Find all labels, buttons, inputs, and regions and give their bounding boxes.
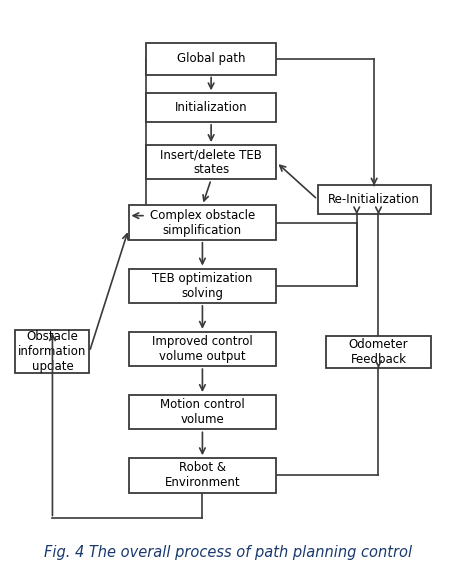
- FancyBboxPatch shape: [318, 185, 430, 214]
- FancyBboxPatch shape: [16, 331, 90, 373]
- Text: Re-Initialization: Re-Initialization: [328, 193, 420, 206]
- Text: Initialization: Initialization: [175, 101, 247, 114]
- Text: TEB optimization
solving: TEB optimization solving: [152, 272, 253, 300]
- FancyBboxPatch shape: [146, 43, 276, 75]
- Text: Global path: Global path: [177, 52, 245, 65]
- Text: Obstacle
information
update: Obstacle information update: [18, 331, 87, 373]
- Text: Motion control
volume: Motion control volume: [160, 398, 245, 426]
- Text: Insert/delete TEB
states: Insert/delete TEB states: [160, 148, 262, 176]
- Text: Complex obstacle
simplification: Complex obstacle simplification: [150, 209, 255, 237]
- FancyBboxPatch shape: [128, 269, 276, 303]
- FancyBboxPatch shape: [128, 458, 276, 493]
- FancyBboxPatch shape: [326, 336, 430, 368]
- Text: Fig. 4 The overall process of path planning control: Fig. 4 The overall process of path plann…: [44, 546, 413, 560]
- FancyBboxPatch shape: [146, 93, 276, 122]
- FancyBboxPatch shape: [128, 205, 276, 240]
- FancyBboxPatch shape: [128, 332, 276, 366]
- FancyBboxPatch shape: [146, 145, 276, 180]
- Text: Odometer
Feedback: Odometer Feedback: [349, 338, 408, 366]
- FancyBboxPatch shape: [128, 395, 276, 430]
- Text: Improved control
volume output: Improved control volume output: [152, 335, 253, 363]
- Text: Robot &
Environment: Robot & Environment: [165, 461, 240, 489]
